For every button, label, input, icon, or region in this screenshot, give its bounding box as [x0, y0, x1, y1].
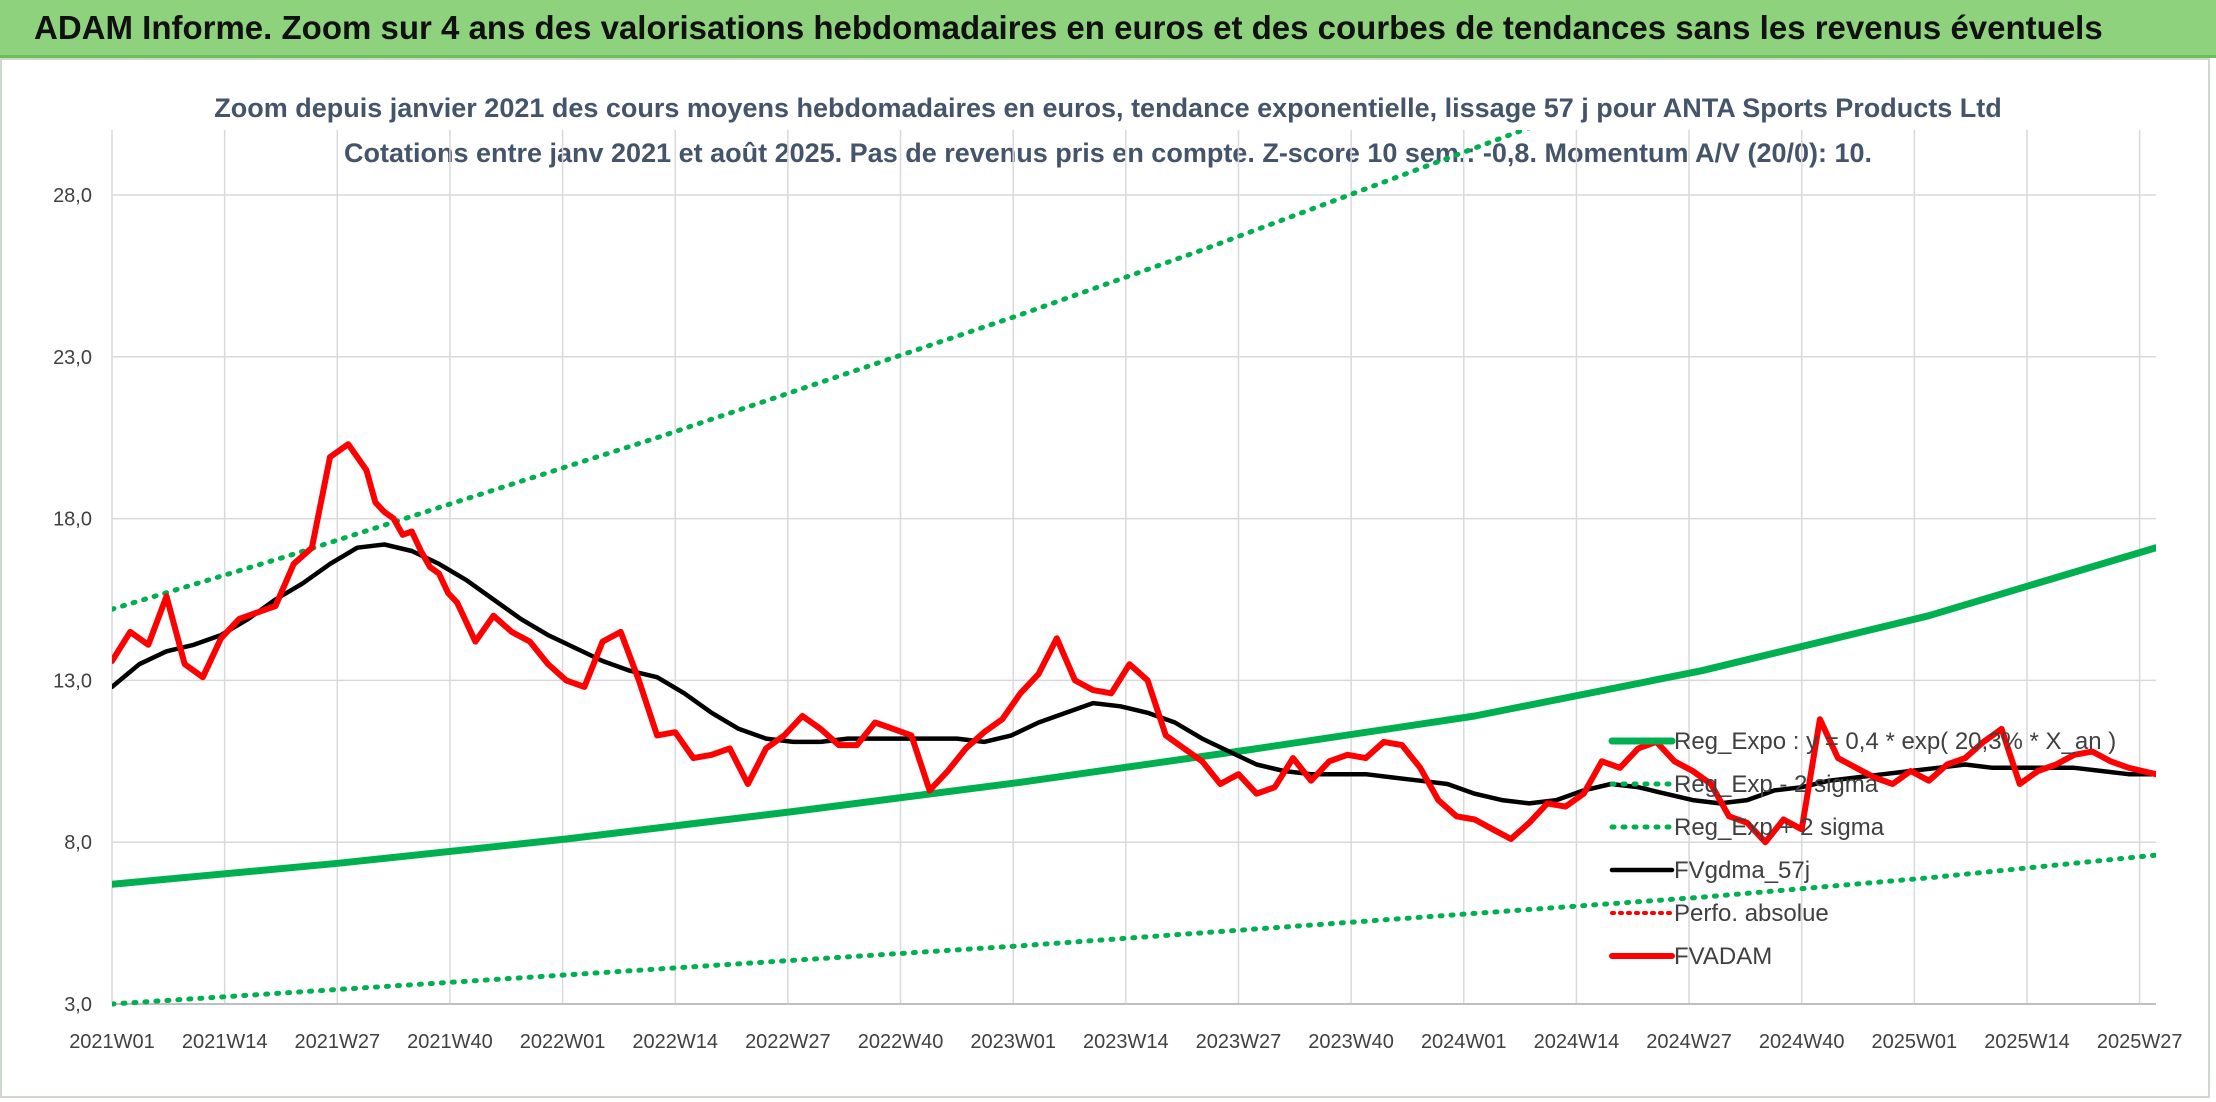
x-tick-label: 2022W27 [745, 1031, 831, 1053]
title-banner: ADAM Informe. Zoom sur 4 ans des valoris… [0, 0, 2216, 58]
x-tick-label: 2024W40 [1759, 1031, 1845, 1053]
legend-label: Perfo. absolue [1674, 900, 1829, 927]
x-tick-label: 2024W14 [1534, 1031, 1620, 1053]
x-tick-label: 2022W14 [632, 1031, 718, 1053]
y-tick-label: 3,0 [64, 994, 92, 1016]
chart-title: Zoom depuis janvier 2021 des cours moyen… [214, 93, 2001, 123]
gridlines [111, 130, 2156, 1005]
x-tick-label: 2022W40 [858, 1031, 944, 1053]
series-line-1 [112, 852, 2156, 1007]
x-tick-label: 2022W01 [520, 1031, 606, 1053]
x-tick-label: 2024W01 [1421, 1031, 1507, 1053]
x-tick-label: 2023W27 [1196, 1031, 1282, 1053]
x-tick-label: 2021W27 [294, 1031, 380, 1053]
x-tick-label: 2024W27 [1646, 1031, 1732, 1053]
axis-labels: 3,0 8,0 13,0 18,0 23,0 28,0 2021W01 2021W14 2021… [53, 185, 2182, 1053]
x-tick-label: 2021W14 [182, 1031, 268, 1053]
y-tick-label: 23,0 [53, 347, 92, 369]
legend-label: FVgdma_57j [1674, 857, 1810, 884]
series-line-0 [112, 544, 2156, 888]
y-tick-label: 28,0 [53, 185, 92, 207]
x-tick-label: 2021W01 [69, 1031, 155, 1053]
x-tick-label: 2025W27 [2097, 1031, 2183, 1053]
legend-label: Reg_Exp - 2 sigma [1674, 771, 1879, 798]
x-tick-label: 2023W01 [970, 1031, 1056, 1053]
legend: Reg_Expo : y = 0,4 * exp( 20,3% * X_an )… [1608, 728, 2116, 970]
legend-label: Reg_Expo : y = 0,4 * exp( 20,3% * X_an ) [1674, 728, 2116, 755]
legend-label: Reg_Exp + 2 sigma [1674, 814, 1885, 841]
y-tick-label: 8,0 [64, 832, 92, 854]
x-tick-label: 2025W01 [1872, 1031, 1958, 1053]
legend-label: FVADAM [1674, 943, 1772, 970]
y-tick-label: 13,0 [53, 670, 92, 692]
series-layer [112, 130, 2156, 1007]
x-tick-label: 2025W14 [1984, 1031, 2070, 1053]
series-line-2 [112, 130, 1531, 612]
series-line-5 [112, 441, 2156, 846]
series-line-3 [112, 542, 2156, 806]
chart-frame [0, 58, 2210, 1098]
chart-subtitle: Cotations entre janv 2021 et août 2025. … [344, 138, 1872, 168]
x-tick-label: 2023W14 [1083, 1031, 1169, 1053]
x-tick-label: 2023W40 [1308, 1031, 1394, 1053]
x-tick-label: 2021W40 [407, 1031, 493, 1053]
y-tick-label: 18,0 [53, 509, 92, 531]
page-title: ADAM Informe. Zoom sur 4 ans des valoris… [34, 9, 2103, 46]
